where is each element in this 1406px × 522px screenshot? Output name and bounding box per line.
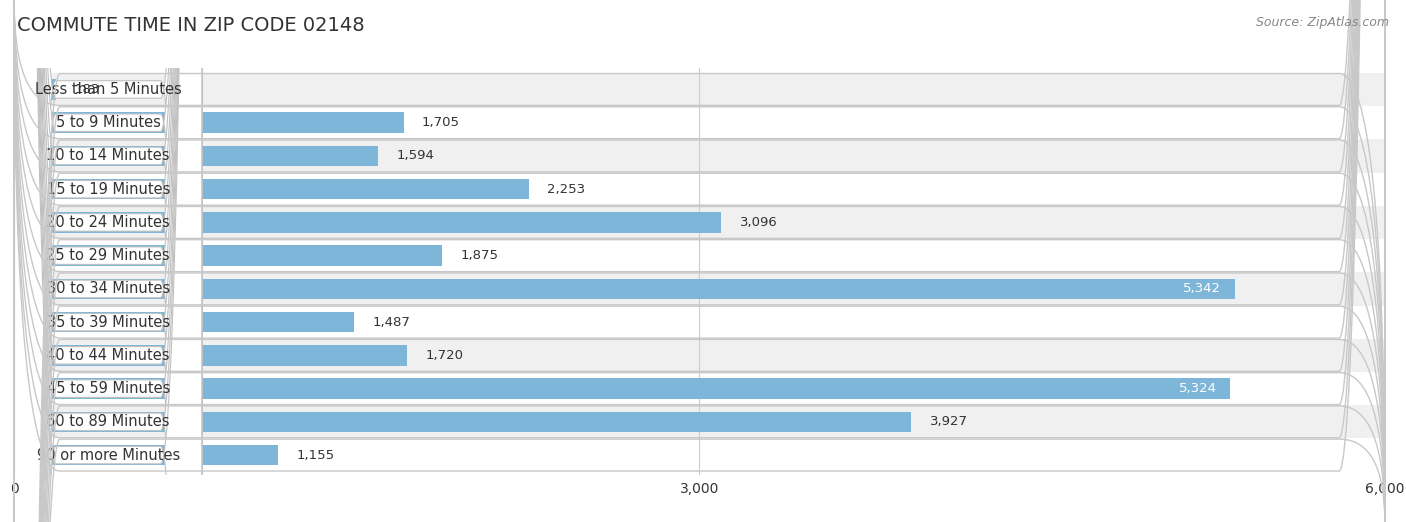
FancyBboxPatch shape	[14, 0, 202, 522]
Text: Less than 5 Minutes: Less than 5 Minutes	[35, 82, 181, 97]
Text: COMMUTE TIME IN ZIP CODE 02148: COMMUTE TIME IN ZIP CODE 02148	[17, 16, 364, 34]
FancyBboxPatch shape	[14, 0, 202, 522]
Text: 1,875: 1,875	[461, 249, 499, 262]
FancyBboxPatch shape	[14, 0, 202, 522]
Bar	[14, 411, 911, 432]
Text: 40 to 44 Minutes: 40 to 44 Minutes	[46, 348, 170, 363]
FancyBboxPatch shape	[14, 0, 202, 522]
Bar	[14, 73, 1385, 106]
Text: 1,705: 1,705	[422, 116, 460, 129]
FancyBboxPatch shape	[14, 0, 202, 522]
Bar	[14, 372, 1385, 405]
Bar	[14, 239, 1385, 272]
FancyBboxPatch shape	[14, 0, 202, 522]
Text: 2,253: 2,253	[547, 183, 585, 196]
Text: 1,155: 1,155	[297, 448, 335, 461]
FancyBboxPatch shape	[14, 0, 202, 522]
Bar	[14, 445, 278, 466]
Bar	[14, 438, 1385, 472]
FancyBboxPatch shape	[14, 0, 202, 522]
Bar	[14, 279, 1234, 299]
Bar	[14, 106, 1385, 139]
Text: 60 to 89 Minutes: 60 to 89 Minutes	[46, 414, 170, 429]
FancyBboxPatch shape	[14, 0, 202, 522]
Text: 1,720: 1,720	[425, 349, 464, 362]
FancyBboxPatch shape	[14, 0, 202, 522]
Text: 90 or more Minutes: 90 or more Minutes	[37, 447, 180, 462]
Bar	[14, 112, 404, 133]
FancyBboxPatch shape	[14, 0, 202, 522]
Bar	[14, 405, 1385, 438]
Text: 45 to 59 Minutes: 45 to 59 Minutes	[46, 381, 170, 396]
FancyBboxPatch shape	[14, 0, 202, 522]
Text: 35 to 39 Minutes: 35 to 39 Minutes	[46, 315, 170, 329]
Bar	[14, 212, 721, 233]
Bar	[14, 173, 1385, 206]
Text: 10 to 14 Minutes: 10 to 14 Minutes	[46, 148, 170, 163]
Text: 1,594: 1,594	[396, 149, 434, 162]
Bar	[14, 206, 1385, 239]
Text: 5 to 9 Minutes: 5 to 9 Minutes	[56, 115, 160, 130]
Text: 1,487: 1,487	[373, 316, 411, 329]
Bar	[14, 312, 354, 333]
Text: 5,342: 5,342	[1182, 282, 1220, 295]
Bar	[14, 305, 1385, 339]
Bar	[14, 272, 1385, 305]
Text: 30 to 34 Minutes: 30 to 34 Minutes	[46, 281, 170, 296]
Bar	[14, 139, 1385, 173]
Text: 20 to 24 Minutes: 20 to 24 Minutes	[46, 215, 170, 230]
Bar	[14, 79, 56, 100]
Text: 25 to 29 Minutes: 25 to 29 Minutes	[46, 248, 170, 263]
Text: Source: ZipAtlas.com: Source: ZipAtlas.com	[1256, 16, 1389, 29]
Text: 3,927: 3,927	[929, 416, 967, 429]
Bar	[14, 378, 1230, 399]
Text: 3,096: 3,096	[740, 216, 778, 229]
Text: 5,324: 5,324	[1178, 382, 1216, 395]
Bar	[14, 339, 1385, 372]
Text: 15 to 19 Minutes: 15 to 19 Minutes	[46, 182, 170, 197]
Bar	[14, 345, 408, 366]
Bar	[14, 179, 529, 199]
Text: 183: 183	[75, 83, 100, 96]
Bar	[14, 146, 378, 166]
Bar	[14, 245, 443, 266]
